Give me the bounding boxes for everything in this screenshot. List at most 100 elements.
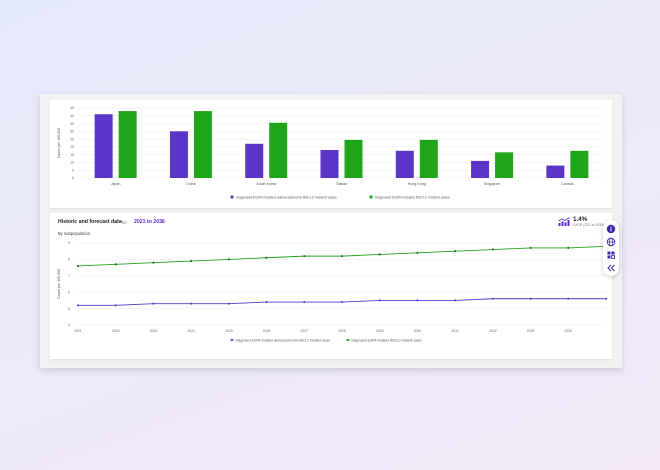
- bar-nsclc: [193, 111, 212, 178]
- data-point: [491, 297, 494, 300]
- data-point: [567, 246, 570, 249]
- bar-adenocarcinoma: [471, 160, 490, 178]
- y-tick-label: 45: [70, 106, 74, 110]
- bar-chart-card: 0 5 10 15 20 25 30 35 40 45 Cases per 100,000 Japan…: [50, 100, 612, 208]
- bar-nsclc: [419, 139, 438, 178]
- x-tick-label: 2028: [338, 329, 346, 333]
- data-point: [152, 302, 155, 305]
- y-tick-label: 9: [68, 241, 70, 245]
- x-tick-label: 2029: [376, 329, 384, 333]
- legend-label: Diagnosed EGFR mutated adenocarcinoma NS…: [236, 195, 337, 199]
- data-point: [114, 304, 117, 307]
- x-tick-label: 2033: [527, 329, 535, 333]
- x-tick-label: Taiwan: [336, 182, 347, 186]
- x-tick-label: 2031: [451, 329, 459, 333]
- data-point: [378, 299, 381, 302]
- x-tick-label: 2021: [74, 329, 82, 333]
- x-tick-label: China: [186, 182, 195, 186]
- globe-icon[interactable]: [606, 237, 616, 247]
- x-tick-label: 2023: [150, 329, 158, 333]
- data-point: [529, 246, 532, 249]
- y-axis-label: Cases per 100,000: [57, 128, 61, 158]
- app-window: 0 5 10 15 20 25 30 35 40 45 Cases per 100,000 Japan…: [40, 94, 622, 368]
- chevron-down-icon[interactable]: ▾: [161, 219, 164, 224]
- data-point: [529, 297, 532, 300]
- data-point: [378, 253, 381, 256]
- data-point: [454, 299, 457, 302]
- data-point: [152, 261, 155, 264]
- panel-title: Historic and forecast data: [58, 219, 122, 225]
- data-point: [227, 302, 230, 305]
- bar-adenocarcinoma: [320, 150, 339, 178]
- legend-marker: [369, 195, 373, 199]
- x-tick-label: Hong Kong: [408, 182, 426, 186]
- bar-adenocarcinoma: [245, 143, 264, 178]
- data-point: [416, 251, 419, 254]
- x-tick-label: 2027: [301, 329, 309, 333]
- y-tick-label: 40: [70, 114, 74, 118]
- trend-chart-icon: [558, 217, 570, 226]
- y-tick-label: 25: [70, 137, 74, 141]
- data-point: [454, 250, 457, 253]
- legend-marker: [346, 339, 350, 341]
- cagr-value: 1.4%: [573, 216, 588, 223]
- bar-adenocarcinoma: [395, 150, 414, 178]
- year-range-dropdown[interactable]: 2021 to 2035: [134, 219, 165, 225]
- y-tick-label: 7: [68, 274, 70, 278]
- cagr-label: CAGR (2021 to 2035): [573, 223, 604, 227]
- legend-marker: [230, 339, 234, 341]
- y-tick-label: 35: [70, 122, 74, 126]
- legend-label: Diagnosed EGFR mutated NSCLC incident ca…: [375, 195, 450, 199]
- data-point: [340, 255, 344, 258]
- data-point: [76, 304, 80, 307]
- x-tick-label: South Korea: [256, 182, 276, 186]
- data-point: [303, 255, 306, 258]
- bar-nsclc: [269, 122, 288, 178]
- y-tick-label: 5: [68, 307, 70, 311]
- data-point: [604, 297, 608, 300]
- panel-for-label: for: [122, 220, 127, 225]
- bar-nsclc: [495, 152, 514, 178]
- data-point: [340, 300, 344, 304]
- x-tick-label: 2022: [112, 329, 120, 333]
- bar-adenocarcinoma: [169, 131, 188, 178]
- bar-nsclc: [118, 111, 137, 178]
- bar-nsclc: [344, 139, 363, 178]
- x-tick-label: 2026: [263, 329, 271, 333]
- y-tick-label: 6: [68, 290, 70, 294]
- x-tick-label: Canada: [561, 182, 574, 186]
- data-point: [491, 248, 494, 251]
- panel-subtitle: By subpopulation: [58, 231, 91, 236]
- legend-marker: [230, 195, 234, 199]
- y-tick-label: 4: [68, 323, 70, 327]
- data-point: [303, 300, 306, 304]
- y-tick-label: 5: [72, 168, 74, 172]
- legend-label: Diagnosed EGFR mutated NSCLC incident ca…: [352, 338, 423, 342]
- bar-adenocarcinoma: [94, 114, 113, 178]
- collapse-icon[interactable]: [606, 263, 616, 273]
- bar-chart: 0 5 10 15 20 25 30 35 40 45 Cases per 100,000 Japan…: [57, 106, 605, 199]
- y-tick-label: 8: [68, 258, 70, 262]
- y-tick-label: 20: [70, 145, 74, 149]
- x-tick-label: 2032: [489, 329, 497, 333]
- data-point: [76, 264, 80, 268]
- y-axis-label: Cases per 100,000: [57, 269, 61, 299]
- y-tick-label: 0: [72, 176, 74, 180]
- x-tick-label: 2024: [187, 329, 195, 333]
- data-point: [227, 258, 230, 261]
- x-tick-label: 2025: [225, 329, 233, 333]
- info-icon[interactable]: [606, 224, 616, 234]
- line-chart-card: Historic and forecast data for 2021 to 2…: [50, 213, 612, 359]
- y-tick-label: 30: [70, 130, 74, 134]
- line-chart: 4 5 6 7 8 9 Cases per 100,000 2021 2022 2023 2024 2…: [57, 241, 608, 342]
- x-tick-label: Singapore: [484, 182, 500, 186]
- legend-label: Diagnosed EGFR mutated adenocarcinoma NS…: [236, 338, 331, 342]
- grid-icon[interactable]: [606, 250, 616, 260]
- bar-adenocarcinoma: [546, 165, 565, 178]
- y-tick-label: 15: [70, 153, 74, 157]
- data-point: [114, 263, 117, 266]
- data-point: [190, 302, 193, 305]
- data-point: [416, 299, 419, 302]
- x-tick-label: Japan: [111, 182, 121, 186]
- x-tick-label: 2030: [414, 329, 422, 333]
